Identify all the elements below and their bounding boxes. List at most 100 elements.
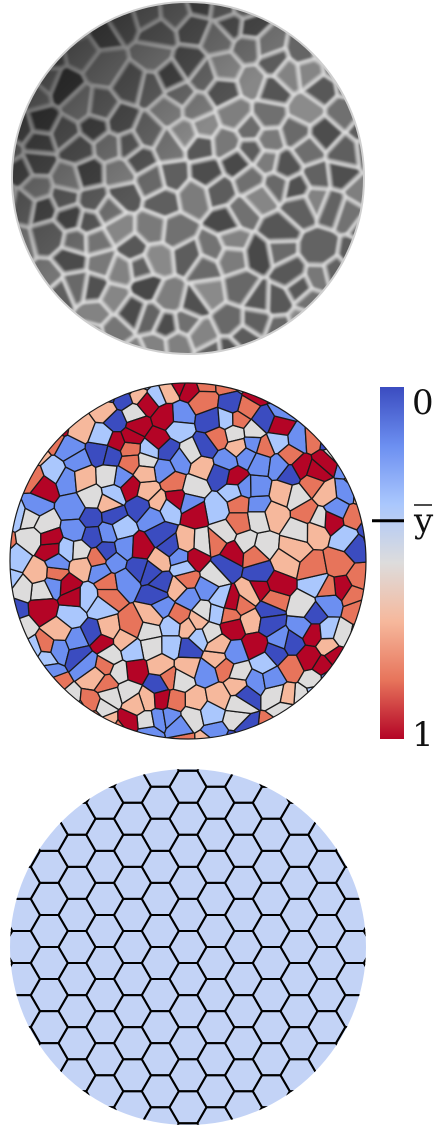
voronoi-cell [319, 390, 366, 451]
voronoi-cell [159, 498, 183, 526]
photo-panel [11, 1, 365, 355]
voronoi-cell [187, 547, 212, 573]
voronoi-panel [9, 382, 367, 740]
photo-rim [11, 1, 365, 355]
voronoi-cell [40, 526, 64, 546]
voronoi-cell [178, 435, 202, 465]
voronoi-cell [319, 616, 341, 640]
voronoi-cell [316, 574, 337, 598]
hexagon-cell [57, 769, 97, 804]
voronoi-cell [266, 383, 340, 405]
voronoi-cell [10, 610, 21, 665]
voronoi-cell [72, 539, 92, 561]
voronoi-cell [203, 383, 235, 386]
photo-foam-cell [286, 306, 364, 354]
voronoi-cell [224, 694, 261, 715]
hexagon-cell [57, 1090, 97, 1125]
hexagon-cell [334, 1026, 366, 1061]
voronoi-rim [9, 382, 367, 740]
voronoi-cell [300, 383, 366, 437]
photo-foam-cell [12, 2, 68, 70]
voronoi-cell [163, 714, 195, 739]
voronoi-cell [118, 732, 164, 739]
voronoi-cell [293, 681, 329, 739]
voronoi-cell [94, 464, 118, 489]
voronoi-cell [320, 666, 366, 739]
hexagon-cell [362, 914, 366, 948]
voronoi-cell [228, 659, 253, 681]
voronoi-cell [305, 684, 366, 739]
colorbar: 0 y 1 [372, 383, 434, 755]
voronoi-cell [308, 504, 327, 529]
voronoi-cell [285, 587, 317, 618]
voronoi-cell [152, 383, 182, 384]
voronoi-cell [10, 552, 11, 582]
voronoi-cell [267, 452, 290, 482]
voronoi-cell [54, 383, 119, 404]
voronoi-cell [120, 637, 145, 663]
voronoi-cell [178, 616, 197, 639]
voronoi-cell [114, 567, 142, 604]
voronoi-cells [10, 383, 366, 739]
voronoi-cell [32, 699, 89, 739]
voronoi-cell [225, 512, 251, 536]
voronoi-cell [100, 504, 129, 526]
voronoi-cell [343, 453, 366, 490]
voronoi-cell [172, 668, 197, 694]
voronoi-cell [150, 595, 176, 620]
voronoi-cell [215, 383, 238, 396]
voronoi-cell [249, 474, 273, 498]
voronoi-cell [295, 644, 322, 672]
colorbar-bottom-label: 1 [412, 715, 434, 755]
voronoi-cell [236, 383, 278, 395]
hexagon-cell [279, 1090, 319, 1125]
photo-foam-cell [320, 17, 364, 83]
hexagonal-panel [10, 769, 366, 1125]
voronoi-cell [56, 586, 81, 608]
voronoi-cell [173, 656, 202, 680]
photo-foam-cell [302, 2, 364, 66]
voronoi-cell [124, 415, 154, 438]
voronoi-cell [323, 645, 366, 679]
voronoi-cell [255, 709, 332, 739]
voronoi-cell [10, 671, 75, 739]
voronoi-cell [10, 390, 53, 467]
colorbar-mid-label: y [413, 501, 434, 541]
hexagon-cell [85, 769, 125, 788]
voronoi-cell [17, 413, 66, 456]
voronoi-cell [119, 441, 142, 457]
colorbar-gradient [380, 387, 404, 739]
hexagon-cell [251, 769, 291, 788]
voronoi-cell [264, 701, 332, 739]
voronoi-cell [194, 729, 223, 739]
voronoi-cell [135, 506, 166, 533]
voronoi-cell [175, 523, 196, 553]
voronoi-cell [79, 687, 101, 713]
hexagon-cell [334, 833, 366, 868]
hexagon-cell [279, 769, 319, 804]
voronoi-cell [84, 710, 119, 739]
voronoi-cell [310, 448, 339, 479]
voronoi-cell [149, 402, 175, 431]
voronoi-cell [71, 709, 103, 739]
voronoi-cell [73, 464, 97, 494]
voronoi-cell [180, 383, 205, 384]
hexagonal-disc [10, 769, 366, 1125]
voronoi-cell [242, 544, 271, 569]
voronoi-cell [120, 692, 146, 717]
voronoi-cell [132, 465, 157, 484]
voronoi-cell [117, 601, 144, 639]
voronoi-cell [195, 383, 217, 393]
voronoi-cell [10, 633, 42, 693]
hexagon-cell [362, 946, 366, 980]
voronoi-cell [278, 516, 309, 544]
voronoi-cell [233, 576, 261, 607]
photo-shadow [12, 2, 364, 354]
voronoi-cell [68, 650, 99, 683]
voronoi-cell [327, 524, 360, 553]
voronoi-cell [341, 584, 366, 608]
voronoi-cell [153, 688, 171, 711]
voronoi-cell [79, 580, 99, 614]
voronoi-cell [87, 421, 114, 446]
